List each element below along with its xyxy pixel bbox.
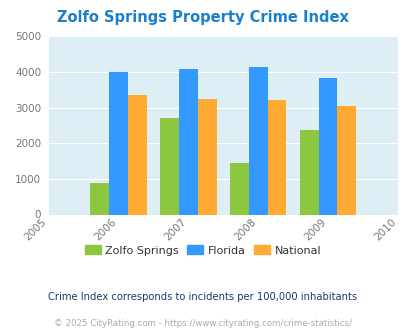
Text: Zolfo Springs Property Crime Index: Zolfo Springs Property Crime Index xyxy=(57,10,348,25)
Bar xyxy=(337,106,356,214)
Text: © 2025 CityRating.com - https://www.cityrating.com/crime-statistics/: © 2025 CityRating.com - https://www.city… xyxy=(54,319,351,328)
Bar xyxy=(318,78,337,214)
Bar xyxy=(160,118,179,214)
Bar xyxy=(128,95,147,214)
Bar xyxy=(299,130,318,214)
Text: Crime Index corresponds to incidents per 100,000 inhabitants: Crime Index corresponds to incidents per… xyxy=(48,292,357,302)
Bar xyxy=(179,69,197,215)
Bar xyxy=(109,72,128,214)
Bar xyxy=(248,67,267,214)
Bar xyxy=(267,100,286,214)
Legend: Zolfo Springs, Florida, National: Zolfo Springs, Florida, National xyxy=(80,241,325,260)
Bar xyxy=(197,99,216,214)
Bar xyxy=(229,163,248,214)
Bar xyxy=(90,183,109,214)
